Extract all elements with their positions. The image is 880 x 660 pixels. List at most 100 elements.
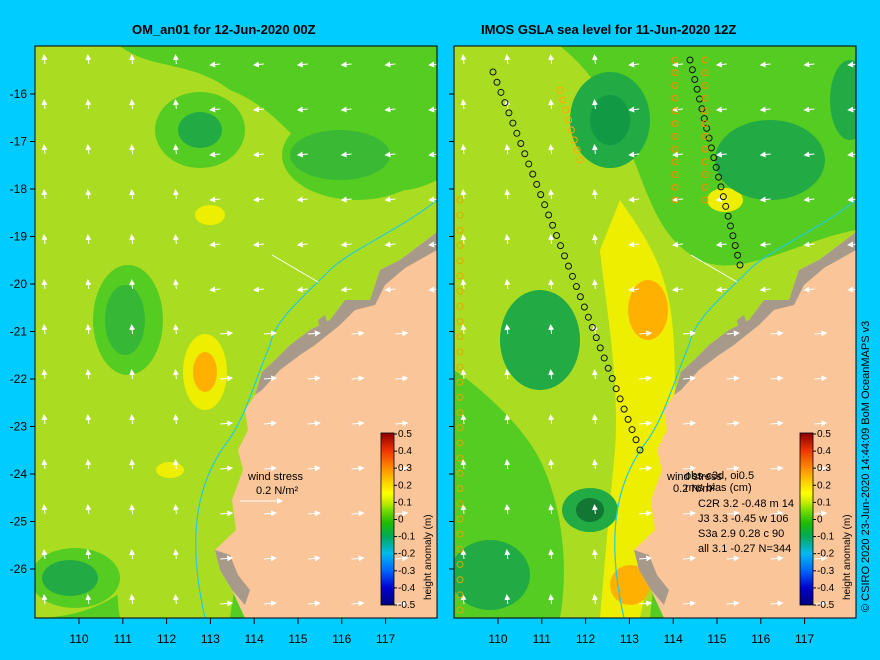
altimetry-obs-point xyxy=(456,287,464,295)
wind-arrow xyxy=(384,106,396,113)
altimetry-obs-point xyxy=(456,257,464,265)
colorbar-tick-label-right: 0 xyxy=(817,515,823,526)
altimetry-obs-point xyxy=(701,196,709,204)
colorbar-tick-label-right: -0.1 xyxy=(817,532,835,543)
wind-arrow xyxy=(172,459,179,470)
altimetry-obs-point xyxy=(724,212,732,220)
wind-arrow xyxy=(814,375,828,382)
wind-arrow xyxy=(172,594,179,605)
wind-arrow xyxy=(85,549,92,560)
colorbar-tick-label-left: -0.5 xyxy=(398,600,416,611)
wind-arrow xyxy=(172,54,179,65)
colorbar-tick-label-right: -0.4 xyxy=(817,583,835,594)
right-wind-label: wind stress xyxy=(666,471,723,483)
wind-arrow xyxy=(85,99,92,110)
altimetry-obs-point xyxy=(688,66,696,74)
wind-arrow xyxy=(395,555,409,562)
altimetry-obs-point xyxy=(549,221,557,229)
y-tick-label: -23 xyxy=(10,420,28,434)
altimetry-obs-point xyxy=(529,170,537,178)
wind-arrow xyxy=(591,459,598,470)
altimetry-obs-point xyxy=(561,252,569,260)
altimetry-obs-point xyxy=(736,261,744,269)
colorbar-tick-label-right: 0.3 xyxy=(817,463,831,474)
altimetry-obs-point xyxy=(456,242,464,250)
wind-arrow xyxy=(847,286,856,293)
wind-arrow xyxy=(628,196,640,203)
wind-arrow xyxy=(296,196,308,203)
altimetry-obs-point xyxy=(570,136,578,144)
wind-arrow xyxy=(129,99,136,110)
wind-arrow xyxy=(591,414,598,425)
wind-arrow xyxy=(384,151,396,158)
altimetry-obs-point xyxy=(701,56,709,64)
wind-arrow xyxy=(85,234,92,245)
altimetry-obs-point xyxy=(729,232,737,240)
colorbar-tick-label-right: 0.1 xyxy=(817,497,831,508)
altimetry-obs-point xyxy=(671,145,679,153)
wind-arrow xyxy=(340,196,352,203)
wind-arrow xyxy=(439,468,451,469)
x-tick-label-right: 111 xyxy=(533,632,552,646)
wind-arrow xyxy=(41,54,48,65)
wind-arrow xyxy=(682,465,696,472)
wind-arrow xyxy=(548,324,555,335)
left-wind-label: wind stress xyxy=(247,471,304,483)
wind-arrow xyxy=(591,279,598,290)
wind-arrow xyxy=(715,61,727,68)
wind-arrow xyxy=(41,144,48,155)
wind-arrow xyxy=(296,61,308,68)
wind-arrow xyxy=(439,423,451,424)
wind-arrow xyxy=(504,54,511,65)
wind-arrow xyxy=(351,375,365,382)
wind-arrow xyxy=(172,279,179,290)
wind-arrow xyxy=(395,330,409,337)
wind-arrow xyxy=(307,375,321,382)
altimetry-obs-point xyxy=(565,116,573,124)
wind-arrow xyxy=(220,375,234,382)
wind-arrow xyxy=(770,600,784,607)
wind-arrow xyxy=(591,594,598,605)
wind-arrow xyxy=(340,61,352,68)
wind-arrow xyxy=(759,196,771,203)
altimetry-obs-point xyxy=(456,333,464,341)
altimetry-obs-point xyxy=(456,302,464,310)
y-tick-label: -18 xyxy=(10,182,28,196)
wind-arrow xyxy=(770,465,784,472)
wind-arrow xyxy=(307,510,321,517)
wind-arrow xyxy=(814,600,828,607)
wind-arrow xyxy=(41,279,48,290)
wind-arrow xyxy=(41,99,48,110)
altimetry-obs-point xyxy=(691,76,699,84)
wind-arrow xyxy=(351,465,365,472)
wind-arrow xyxy=(591,144,598,155)
wind-arrow xyxy=(85,414,92,425)
wind-arrow xyxy=(296,151,308,158)
altimetry-obs-point xyxy=(671,120,679,128)
colorbar-tick-label-right: 0.5 xyxy=(817,429,831,440)
wind-arrow xyxy=(628,106,640,113)
altimetry-obs-point xyxy=(525,160,533,168)
wind-arrow xyxy=(548,54,555,65)
wind-arrow xyxy=(129,324,136,335)
wind-arrow xyxy=(591,504,598,515)
wind-arrow xyxy=(129,54,136,65)
altimetry-obs-point xyxy=(628,426,636,434)
colorbar-tick-label-right: 0.2 xyxy=(817,480,831,491)
wind-arrow xyxy=(351,420,365,427)
altimetry-obs-point xyxy=(553,231,561,239)
altimetry-obs-point xyxy=(707,144,715,152)
altimetry-obs-point xyxy=(456,530,464,538)
altimetry-obs-point xyxy=(576,293,584,301)
altimetry-obs-point xyxy=(493,78,501,86)
y-tick-label: -20 xyxy=(10,277,28,291)
wind-arrow xyxy=(253,61,265,68)
x-tick-label-left: 113 xyxy=(201,632,220,646)
altimetry-obs-point xyxy=(671,56,679,64)
wind-arrow xyxy=(85,504,92,515)
left-panel-title: OM_an01 for 12-Jun-2020 00Z xyxy=(132,22,316,37)
altimetry-obs-point xyxy=(562,106,570,114)
y-tick-label: -22 xyxy=(10,372,28,386)
altimetry-obs-point xyxy=(568,272,576,280)
wind-arrow xyxy=(504,549,511,560)
